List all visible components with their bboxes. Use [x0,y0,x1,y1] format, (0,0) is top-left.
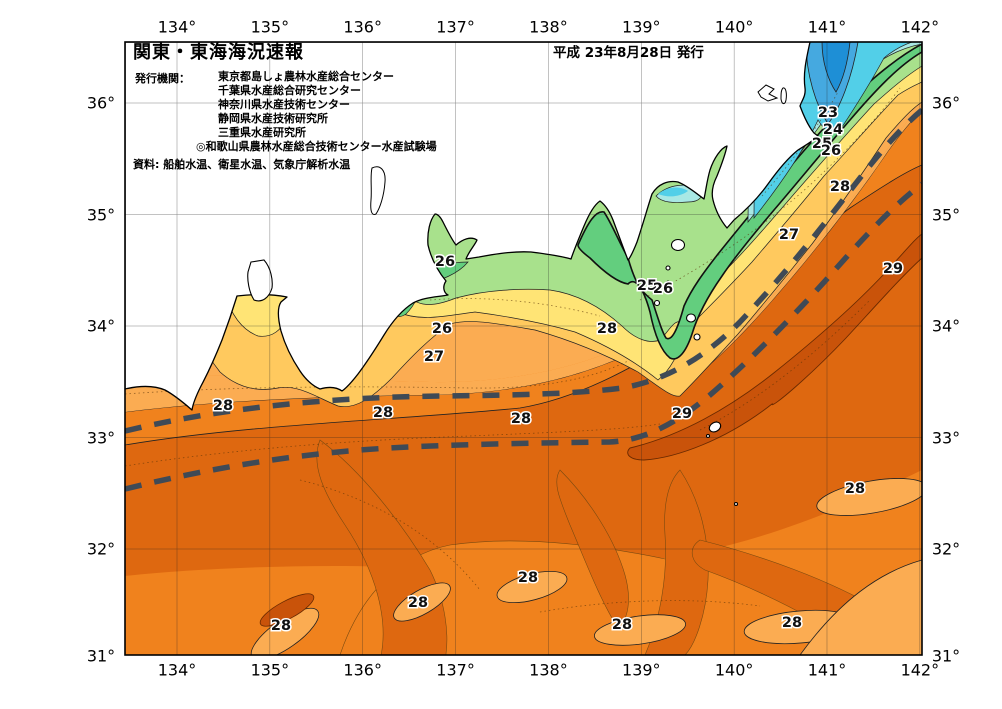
axis-label: 137° [436,660,475,680]
lake-biwa [370,166,386,215]
contour-label: 28 [373,405,393,421]
contour-label: 26 [653,281,673,297]
band-22-core [821,42,851,93]
land-awaji-island [247,259,273,302]
axis-label: 134° [157,660,197,680]
axis-label: 134° [157,17,197,37]
axis-label: 136° [343,660,382,680]
contour-label: 25 [812,136,832,152]
contour-label: 28 [213,398,233,414]
graticule [125,42,922,655]
contour-label: 29 [672,406,692,422]
contour-label: 26 [435,254,455,270]
contour-label: 26 [821,143,841,159]
axis-label: 138° [529,17,568,37]
axis-label: 35° [931,205,961,224]
axis-label: 32° [931,539,961,559]
contour-label: 28 [518,570,538,586]
contour-label: 28 [830,179,850,195]
publisher-item: 東京都島しょ農林水産総合センター [218,70,394,83]
source-line: 資料: 船舶水温、衛星水温、気象庁解析水温 [133,158,351,171]
axis-label: 140° [714,17,754,37]
axis-label: 135° [250,660,290,680]
izu-islands [653,238,739,507]
axis-label: 35° [86,205,116,224]
contour-label: 28 [408,595,428,611]
kuroshio-axis-north [125,107,922,434]
publisher-item: 静岡県水産技術研究所 [218,112,328,125]
contour-label: 24 [823,122,843,138]
axis-label: 138° [529,660,568,680]
axis-label: 31° [86,646,116,666]
land-honshu [125,42,819,411]
axis-label: 33° [931,428,961,447]
map-frame [124,41,923,656]
axis-label: 140° [714,660,754,680]
contour-label: 28 [845,481,865,497]
band-29-patch [259,593,315,627]
publisher-item: 神奈川県水産技術センター [218,98,350,111]
contour-label: 26 [432,321,452,337]
publisher-item: 三重県水産研究所 [218,126,306,139]
cyan-sagami [658,187,688,197]
axis-label: 36° [86,93,116,113]
contour-label: 28 [782,615,802,631]
band-27-28-fill2 [125,104,922,412]
axis-label: 33° [86,428,116,447]
axis-label: 139° [622,660,661,680]
axis-label: 142° [900,660,940,680]
kuroshio-axis-lines [125,107,922,492]
contour-label: 28 [511,411,531,427]
lake-kasumigaura [757,84,787,105]
contour-label: 29 [883,261,903,277]
page-title: 関東・東海海況速報 [133,42,304,63]
band-29-plus [627,233,922,461]
axis-label: 139° [622,17,661,37]
contour-label: 28 [597,321,617,337]
contour-label: 27 [779,227,799,243]
axis-label: 32° [86,539,116,559]
issue-date: 平成 23年8月28日 発行 [553,45,704,61]
axis-label: 142° [900,17,940,37]
axis-label: 141° [807,17,847,37]
warm-28-ovals [250,478,922,655]
axis-label: 137° [436,17,475,37]
kuroshio-axis-south [125,181,922,492]
publisher-label: 発行機関： [135,72,190,85]
axis-label: 34° [931,316,961,336]
publisher-list: 東京都島しょ農林水産総合センター 千葉県水産総合研究センター 神奈川県水産技術センタ… [196,70,437,154]
axis-label: 31° [931,646,961,666]
contour-label: 28 [271,618,291,634]
contour-label: 27 [424,349,444,365]
contour-label: 23 [818,105,838,121]
axis-label: 141° [807,660,847,680]
axis-label: 136° [343,17,382,37]
publisher-item: 千葉県水産総合研究センター [218,84,361,97]
contour-label: 28 [612,617,632,633]
axis-label: 135° [250,17,290,37]
publisher-item: ◎和歌山県農林水産総合技術センター水産試験場 [196,140,437,153]
axis-label: 36° [931,93,961,113]
contour-label: 25 [637,278,657,294]
axis-label: 34° [86,316,116,336]
